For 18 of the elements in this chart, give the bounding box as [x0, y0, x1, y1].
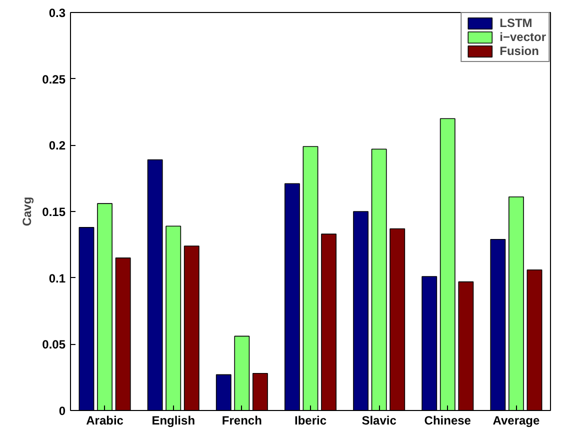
y-tick-label: 0.2 [48, 138, 66, 153]
y-tick-label: 0.25 [42, 72, 66, 86]
x-tick-label: Slavic [362, 414, 397, 428]
y-tick-label: 0 [58, 404, 66, 418]
y-axis-title: Cavg [20, 196, 34, 226]
x-tick-label: English [152, 414, 196, 428]
x-tick-label: Average [492, 414, 540, 428]
y-tick-label: 0.15 [42, 205, 66, 219]
y-tick-label: 0.3 [48, 6, 66, 20]
legend-label: LSTM [500, 16, 532, 30]
y-tick-label: 0.05 [42, 338, 66, 352]
x-tick-label: French [222, 414, 262, 428]
x-tick-label: Chinese [424, 414, 472, 428]
legend-label: Fusion [500, 44, 539, 58]
legend-label: i−vector [500, 30, 546, 44]
x-tick-label: Arabic [86, 414, 124, 428]
x-tick-label: Iberic [294, 414, 327, 428]
y-tick-label: 0.1 [48, 271, 66, 286]
